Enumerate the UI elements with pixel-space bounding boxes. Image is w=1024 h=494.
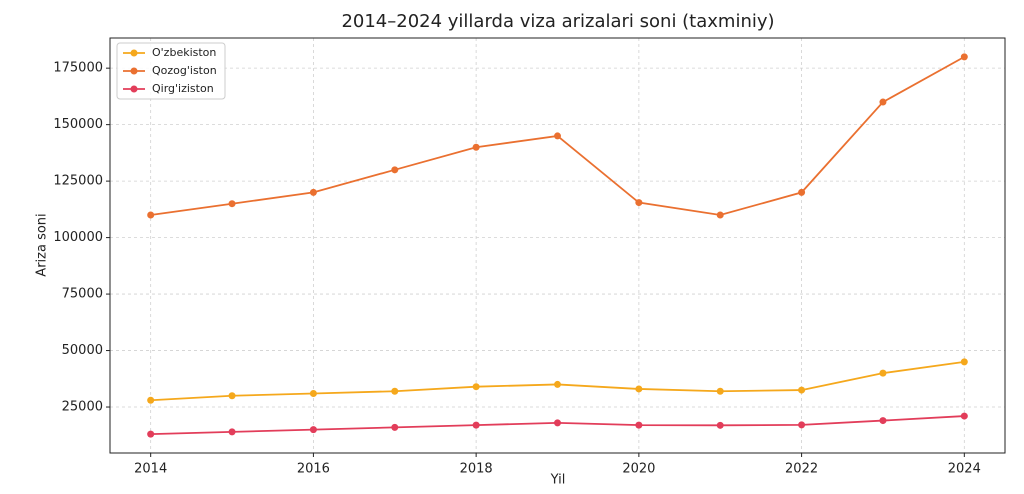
data-point xyxy=(798,386,806,394)
data-point xyxy=(228,200,236,208)
x-axis-label: Yil xyxy=(550,473,566,488)
data-point xyxy=(391,387,399,395)
data-point xyxy=(554,419,561,427)
data-point xyxy=(472,143,480,151)
legend-label: O'zbekiston xyxy=(152,46,216,59)
legend-marker xyxy=(130,49,138,57)
data-point xyxy=(309,188,317,196)
data-point xyxy=(879,98,887,106)
data-point xyxy=(716,421,724,429)
data-point xyxy=(798,421,806,429)
plot-frame xyxy=(109,37,1006,454)
data-point xyxy=(147,396,155,404)
data-point xyxy=(554,380,561,388)
y-tick-label: 125000 xyxy=(53,174,103,189)
data-point xyxy=(879,369,887,377)
data-point xyxy=(309,389,317,397)
data-point xyxy=(635,199,643,207)
y-tick-label: 175000 xyxy=(53,61,103,76)
x-tick-label: 2022 xyxy=(785,462,818,477)
legend-box xyxy=(116,42,226,100)
data-point xyxy=(472,421,480,429)
chart-title: 2014–2024 yillarda viza arizalari soni (… xyxy=(341,11,774,32)
y-tick-label: 25000 xyxy=(62,400,103,415)
legend-marker xyxy=(130,67,138,75)
y-tick-label: 50000 xyxy=(62,343,103,358)
y-tick-label: 100000 xyxy=(53,230,103,245)
data-point xyxy=(554,132,561,140)
x-tick-label: 2018 xyxy=(460,462,493,477)
data-point xyxy=(391,423,399,431)
data-point xyxy=(635,385,643,393)
data-point xyxy=(960,358,968,366)
data-point xyxy=(879,417,887,425)
y-axis-label: Ariza soni xyxy=(35,213,50,276)
data-point xyxy=(798,188,806,196)
data-point xyxy=(716,387,724,395)
data-point xyxy=(228,428,236,436)
data-point xyxy=(960,53,968,61)
data-point xyxy=(309,426,317,434)
data-point xyxy=(635,421,643,429)
x-tick-label: 2020 xyxy=(622,462,655,477)
legend-label: Qozog'iston xyxy=(152,64,217,77)
y-tick-label: 150000 xyxy=(53,117,103,132)
x-tick-label: 2016 xyxy=(297,462,330,477)
data-point xyxy=(147,211,155,219)
legend-marker xyxy=(130,85,138,93)
x-tick-label: 2024 xyxy=(948,462,981,477)
x-tick-label: 2014 xyxy=(134,462,167,477)
data-point xyxy=(716,211,724,219)
data-point xyxy=(960,412,968,420)
legend-label: Qirg'iziston xyxy=(152,82,214,95)
y-tick-label: 75000 xyxy=(62,287,103,302)
data-point xyxy=(391,166,399,174)
data-point xyxy=(472,383,480,391)
data-point xyxy=(147,430,155,438)
data-point xyxy=(228,392,236,400)
